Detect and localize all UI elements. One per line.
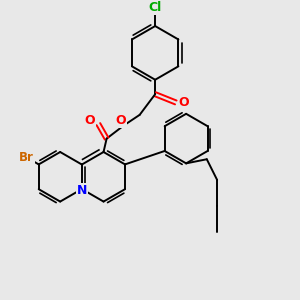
Text: Cl: Cl [148,1,162,14]
Text: O: O [179,96,189,109]
Text: Br: Br [19,151,34,164]
Text: O: O [116,113,126,127]
Text: O: O [85,113,95,127]
Text: N: N [77,184,87,197]
